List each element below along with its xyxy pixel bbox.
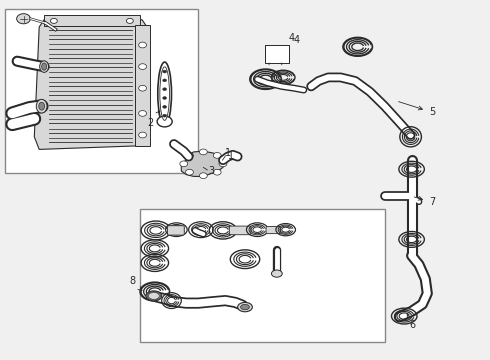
FancyBboxPatch shape [168,226,184,235]
Polygon shape [181,151,225,176]
Text: 1: 1 [228,151,234,161]
Polygon shape [34,16,147,149]
Text: 5: 5 [398,102,435,117]
Circle shape [139,132,147,138]
Circle shape [163,114,167,117]
Circle shape [163,79,167,82]
Ellipse shape [271,270,282,277]
Circle shape [139,85,147,91]
Ellipse shape [40,61,49,72]
Text: 3: 3 [208,166,215,176]
Bar [5,9,198,173]
Circle shape [199,149,207,155]
Circle shape [163,105,167,108]
Text: 1: 1 [225,148,232,158]
Ellipse shape [39,102,45,110]
Circle shape [163,88,167,91]
Ellipse shape [146,291,162,301]
Circle shape [126,18,133,23]
Ellipse shape [157,116,172,127]
Circle shape [139,111,147,116]
FancyBboxPatch shape [229,226,251,235]
Circle shape [180,161,188,167]
Ellipse shape [158,62,172,125]
Circle shape [50,18,57,23]
Ellipse shape [238,302,252,312]
Ellipse shape [241,304,249,310]
Circle shape [17,14,30,24]
Bar [140,209,385,342]
Text: 8: 8 [130,276,142,291]
Ellipse shape [160,67,170,120]
Bar [135,25,150,146]
Text: 7: 7 [414,197,435,207]
Text: 2: 2 [147,111,160,128]
Text: 4: 4 [294,35,300,45]
FancyBboxPatch shape [266,226,280,234]
Circle shape [186,169,194,175]
Circle shape [213,169,221,175]
Text: 4: 4 [289,33,294,44]
Circle shape [219,161,227,167]
Circle shape [186,153,194,158]
Ellipse shape [42,63,47,70]
Circle shape [199,173,207,179]
Bar [44,15,140,26]
Ellipse shape [36,99,47,113]
Circle shape [139,42,147,48]
Circle shape [139,64,147,69]
Bar [265,45,289,63]
Circle shape [163,96,167,99]
Circle shape [213,153,221,158]
Text: 6: 6 [407,314,415,330]
Circle shape [163,70,167,73]
